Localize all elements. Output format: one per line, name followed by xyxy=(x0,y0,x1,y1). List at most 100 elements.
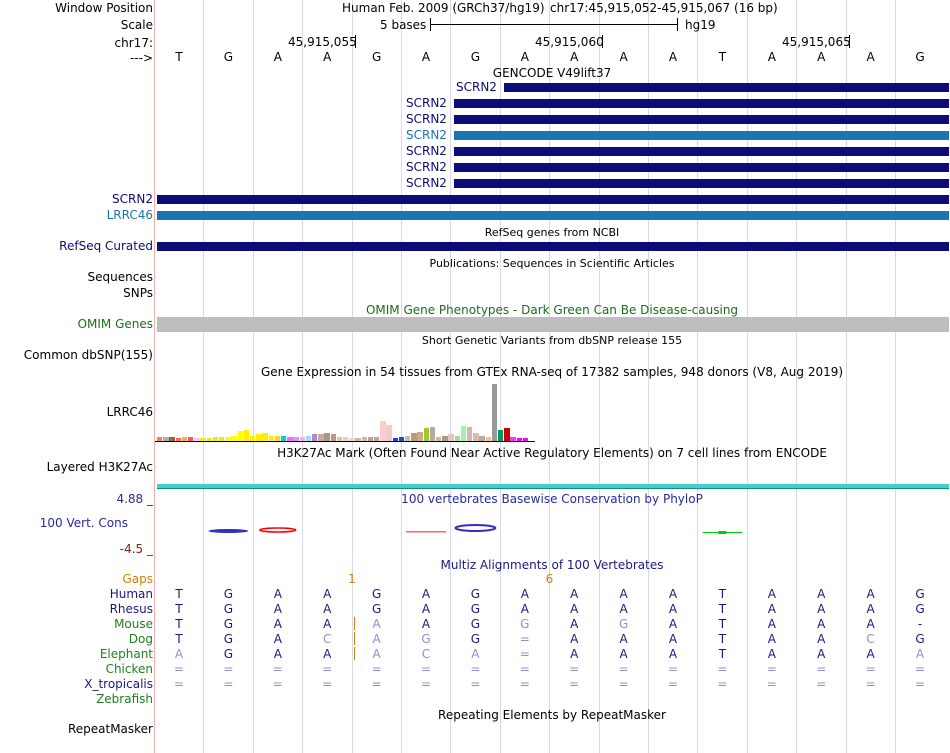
gene-bar-scrn2[interactable] xyxy=(157,195,949,204)
gtex-bar[interactable] xyxy=(467,426,473,441)
h3k27ac-label[interactable]: Layered H3K27Ac xyxy=(46,460,153,474)
conservation-logo[interactable] xyxy=(155,505,950,550)
gene-bar-lrrc46[interactable] xyxy=(157,211,949,220)
gtex-bar[interactable] xyxy=(436,436,442,441)
gtex-bar[interactable] xyxy=(163,436,169,441)
label-divider[interactable] xyxy=(154,0,155,753)
gtex-bar[interactable] xyxy=(380,421,386,441)
species-label[interactable]: Rhesus xyxy=(109,602,153,616)
gtex-bar[interactable] xyxy=(460,425,467,441)
gtex-bar[interactable] xyxy=(374,436,380,441)
gtex-bar[interactable] xyxy=(405,435,411,441)
dbsnp-label[interactable]: Common dbSNP(155) xyxy=(23,348,153,362)
gtex-bar[interactable] xyxy=(330,434,336,441)
side-gene-label-scrn2[interactable]: SCRN2 xyxy=(112,192,153,206)
gtex-bar[interactable] xyxy=(181,436,188,441)
gtex-bar[interactable] xyxy=(188,436,194,441)
gtex-bar[interactable] xyxy=(157,436,163,441)
gencode-transcript-bar[interactable] xyxy=(454,131,949,140)
gtex-bar[interactable] xyxy=(485,436,491,441)
conservation-label[interactable]: 100 Vert. Cons xyxy=(39,516,128,530)
gtex-bar[interactable] xyxy=(225,436,231,441)
species-label[interactable]: Mouse xyxy=(114,617,153,631)
gencode-transcript-label[interactable]: SCRN2 xyxy=(406,176,447,190)
gtex-bar[interactable] xyxy=(237,431,243,441)
gtex-bar[interactable] xyxy=(305,435,312,441)
omim-label[interactable]: OMIM Genes xyxy=(77,317,153,331)
species-label[interactable]: Chicken xyxy=(105,662,153,676)
gtex-bar[interactable] xyxy=(281,435,287,441)
gtex-bar[interactable] xyxy=(212,436,219,441)
gtex-bar[interactable] xyxy=(349,437,355,441)
gtex-bar[interactable] xyxy=(200,437,206,441)
gtex-bar[interactable] xyxy=(312,434,318,441)
gtex-bar[interactable] xyxy=(429,426,436,441)
gtex-bar[interactable] xyxy=(194,437,200,441)
gtex-bar[interactable] xyxy=(175,437,181,441)
gtex-label[interactable]: LRRC46 xyxy=(106,405,153,419)
gencode-transcript-label[interactable]: SCRN2 xyxy=(456,80,497,94)
gencode-transcript-bar[interactable] xyxy=(454,179,949,188)
gtex-bar[interactable] xyxy=(423,427,429,441)
gtex-bar[interactable] xyxy=(343,436,349,441)
gtex-bar[interactable] xyxy=(243,430,250,441)
refseq-label[interactable]: RefSeq Curated xyxy=(59,239,153,253)
repeatmasker-label[interactable]: RepeatMasker xyxy=(67,722,153,736)
gaps-label[interactable]: Gaps xyxy=(122,572,153,586)
gtex-bar[interactable] xyxy=(219,436,225,441)
gencode-transcript-label[interactable]: SCRN2 xyxy=(406,160,447,174)
species-label[interactable]: Zebrafish xyxy=(96,692,153,706)
gtex-bar[interactable] xyxy=(268,435,274,441)
gtex-bar[interactable] xyxy=(510,436,516,441)
gtex-bar[interactable] xyxy=(504,427,510,441)
gtex-bar[interactable] xyxy=(274,435,281,441)
gencode-transcript-bar[interactable] xyxy=(454,163,949,172)
gtex-bar[interactable] xyxy=(206,437,212,441)
gtex-bar[interactable] xyxy=(442,435,448,441)
omim-bar[interactable] xyxy=(157,317,949,332)
gtex-bar[interactable] xyxy=(522,437,529,441)
gencode-transcript-bar[interactable] xyxy=(454,99,949,108)
gtex-bar[interactable] xyxy=(398,436,405,441)
gtex-bar[interactable] xyxy=(336,436,343,441)
gencode-transcript-bar[interactable] xyxy=(454,147,949,156)
species-label[interactable]: Elephant xyxy=(99,647,153,661)
species-label[interactable]: Human xyxy=(109,587,153,601)
refseq-gene-bar[interactable] xyxy=(157,242,949,251)
gtex-bar[interactable] xyxy=(386,424,392,441)
gtex-bar[interactable] xyxy=(448,434,454,441)
gtex-bar[interactable] xyxy=(361,436,367,441)
species-label[interactable]: Dog xyxy=(128,632,153,646)
gtex-bar[interactable] xyxy=(324,433,330,441)
gencode-transcript-label[interactable]: SCRN2 xyxy=(406,112,447,126)
gtex-bar[interactable] xyxy=(367,436,374,441)
gtex-bar[interactable] xyxy=(392,437,398,441)
gtex-bar[interactable] xyxy=(262,433,268,441)
gencode-transcript-bar[interactable] xyxy=(504,83,949,92)
side-gene-label-lrrc46[interactable]: LRRC46 xyxy=(106,208,153,222)
species-label[interactable]: X_tropicalis xyxy=(84,677,153,691)
gtex-bar[interactable] xyxy=(231,435,237,441)
gtex-bar[interactable] xyxy=(417,432,423,441)
gtex-bar[interactable] xyxy=(169,436,175,441)
gtex-bar[interactable] xyxy=(287,436,293,441)
gencode-transcript-bar[interactable] xyxy=(454,115,949,124)
gtex-bar[interactable] xyxy=(318,434,324,441)
gtex-bar[interactable] xyxy=(498,430,504,441)
gtex-bar[interactable] xyxy=(473,433,479,441)
gtex-bar[interactable] xyxy=(299,436,305,441)
gtex-bar[interactable] xyxy=(256,434,262,441)
gtex-bar[interactable] xyxy=(454,435,460,441)
gtex-bar[interactable] xyxy=(479,435,485,441)
gtex-bar[interactable] xyxy=(516,437,522,441)
gtex-bar[interactable] xyxy=(293,436,299,441)
h3k27ac-signal[interactable] xyxy=(157,484,949,488)
gencode-transcript-label[interactable]: SCRN2 xyxy=(406,128,447,142)
snps-label[interactable]: SNPs xyxy=(123,286,153,300)
gtex-bar[interactable] xyxy=(355,437,361,441)
gencode-transcript-label[interactable]: SCRN2 xyxy=(406,144,447,158)
gtex-bar[interactable] xyxy=(411,433,417,441)
gtex-bar[interactable] xyxy=(491,384,498,441)
gencode-transcript-label[interactable]: SCRN2 xyxy=(406,96,447,110)
gtex-bar[interactable] xyxy=(250,435,256,441)
